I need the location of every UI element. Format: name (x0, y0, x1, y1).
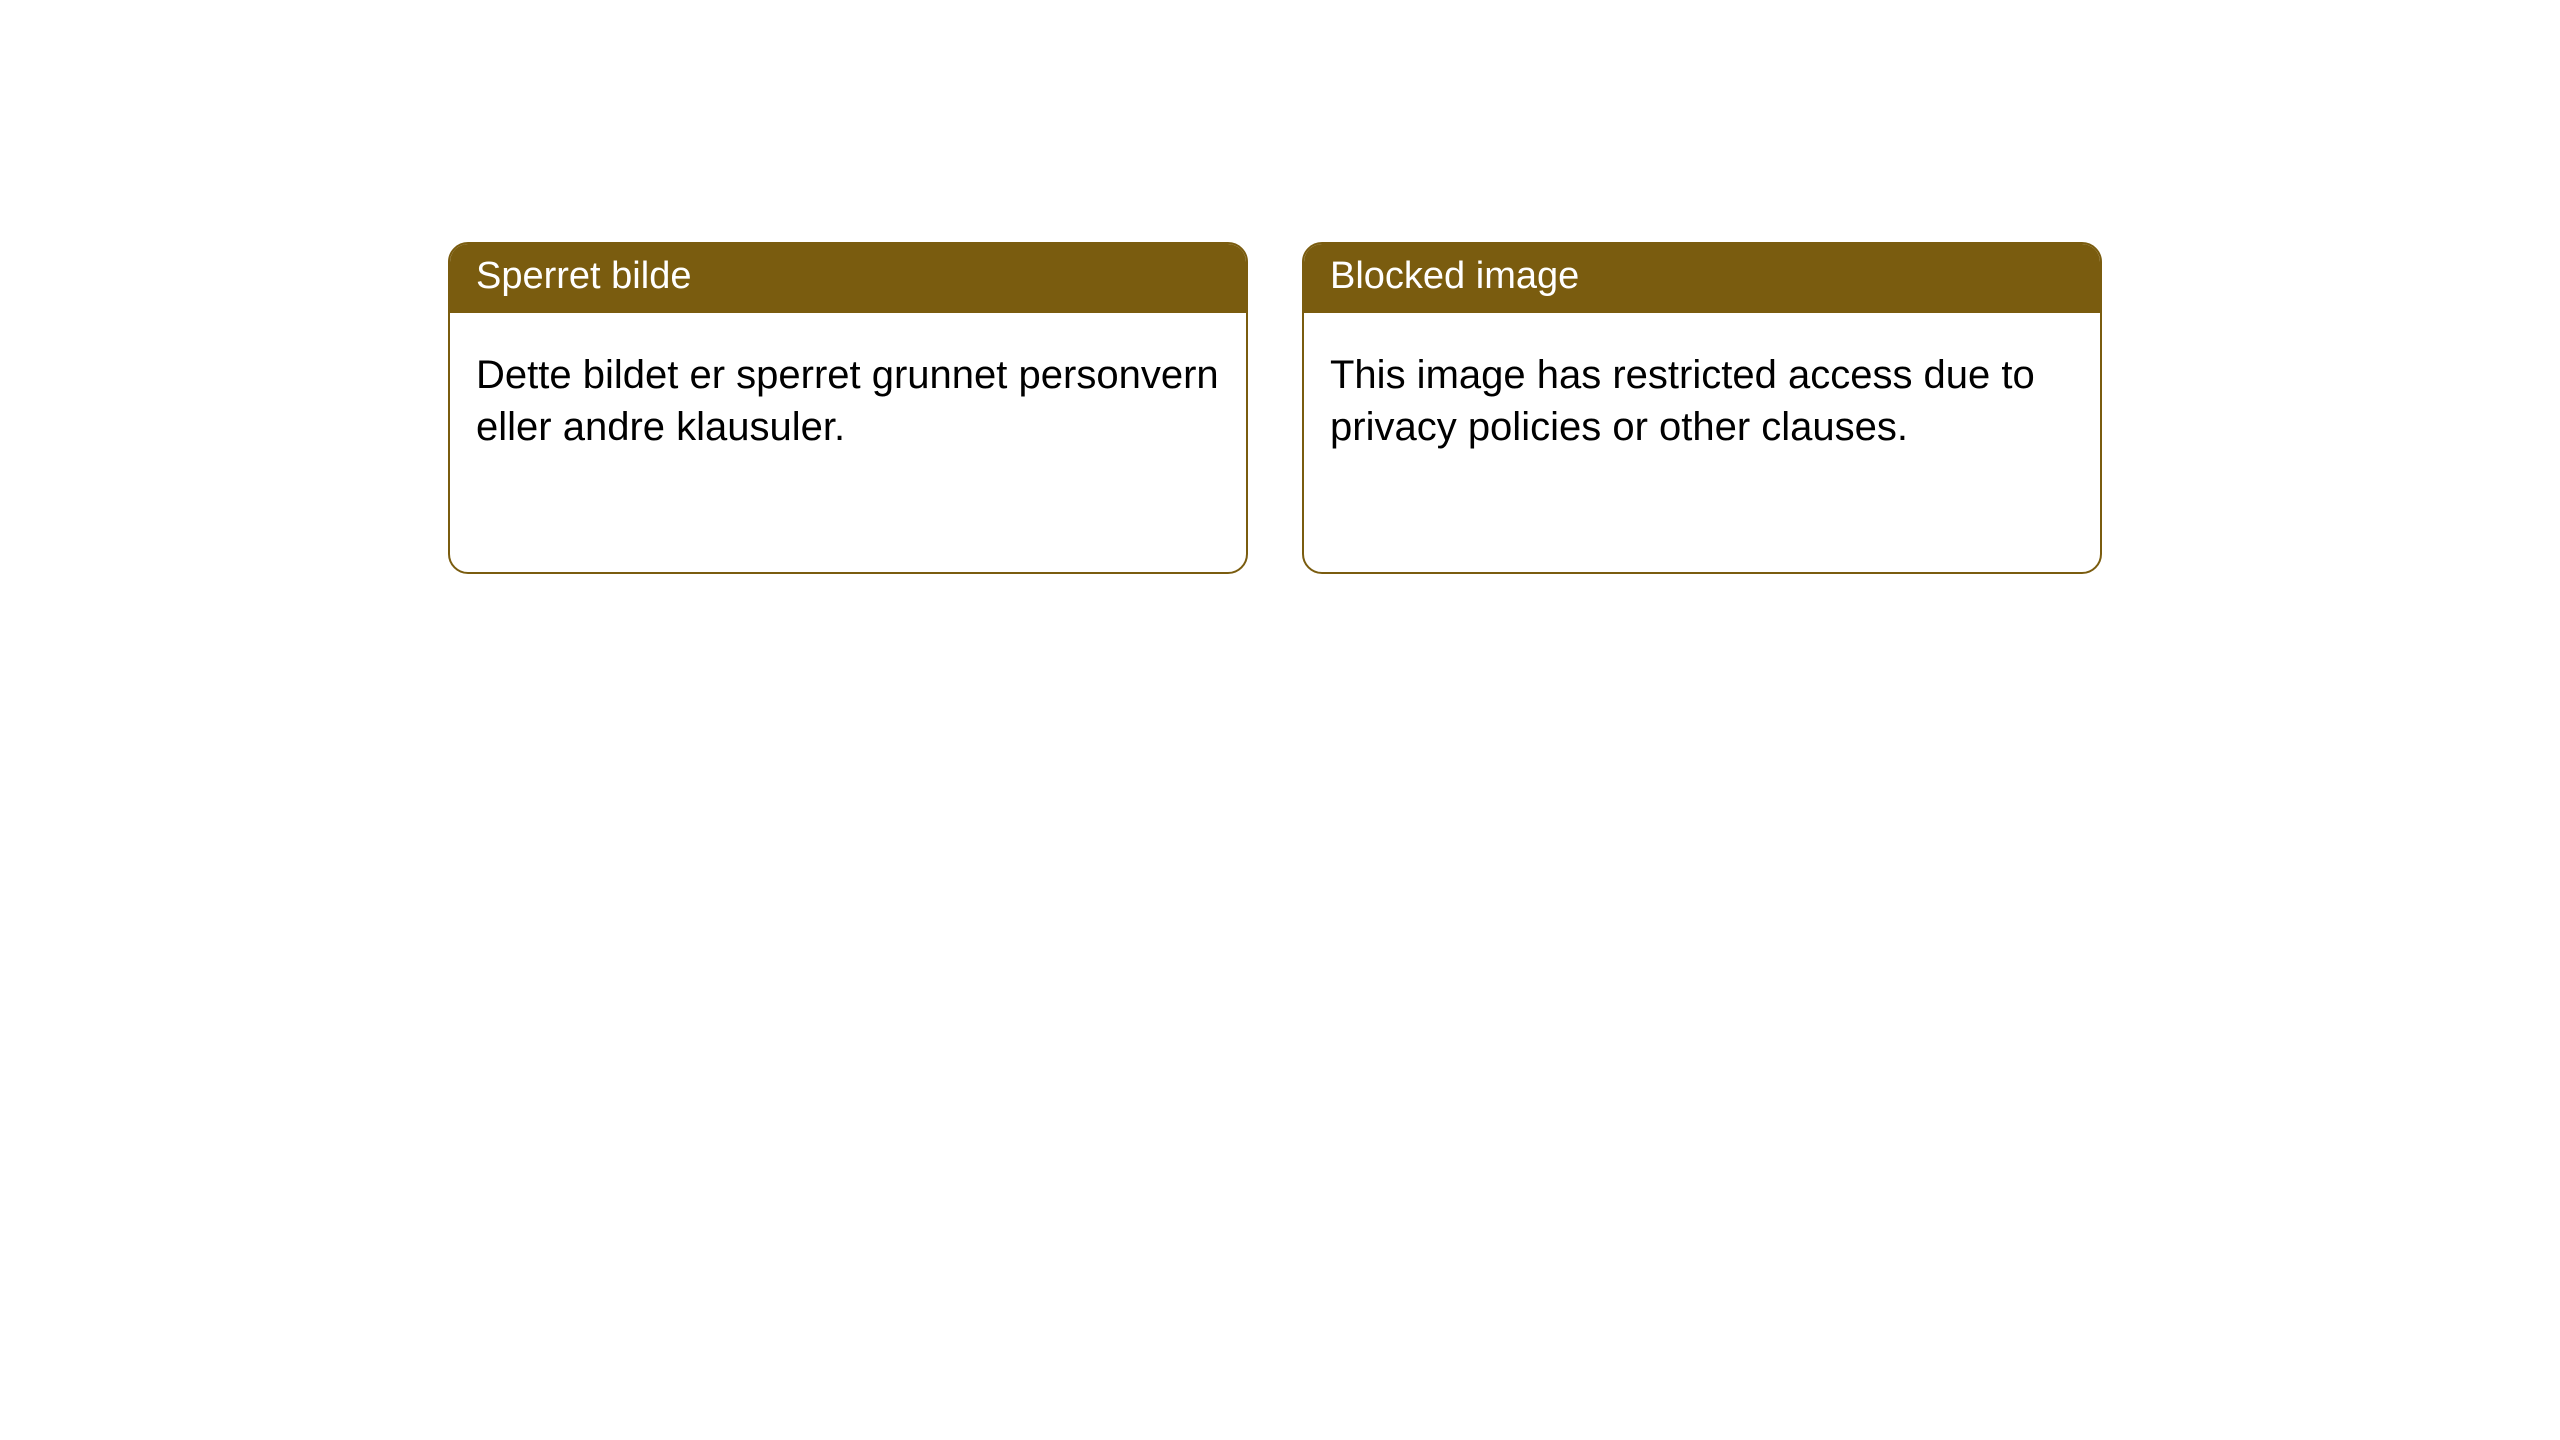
notice-header: Blocked image (1304, 244, 2100, 313)
notice-card-english: Blocked image This image has restricted … (1302, 242, 2102, 574)
notice-body: Dette bildet er sperret grunnet personve… (450, 313, 1246, 489)
notice-header: Sperret bilde (450, 244, 1246, 313)
notice-container: Sperret bilde Dette bildet er sperret gr… (448, 242, 2102, 574)
notice-body: This image has restricted access due to … (1304, 313, 2100, 489)
notice-card-norwegian: Sperret bilde Dette bildet er sperret gr… (448, 242, 1248, 574)
